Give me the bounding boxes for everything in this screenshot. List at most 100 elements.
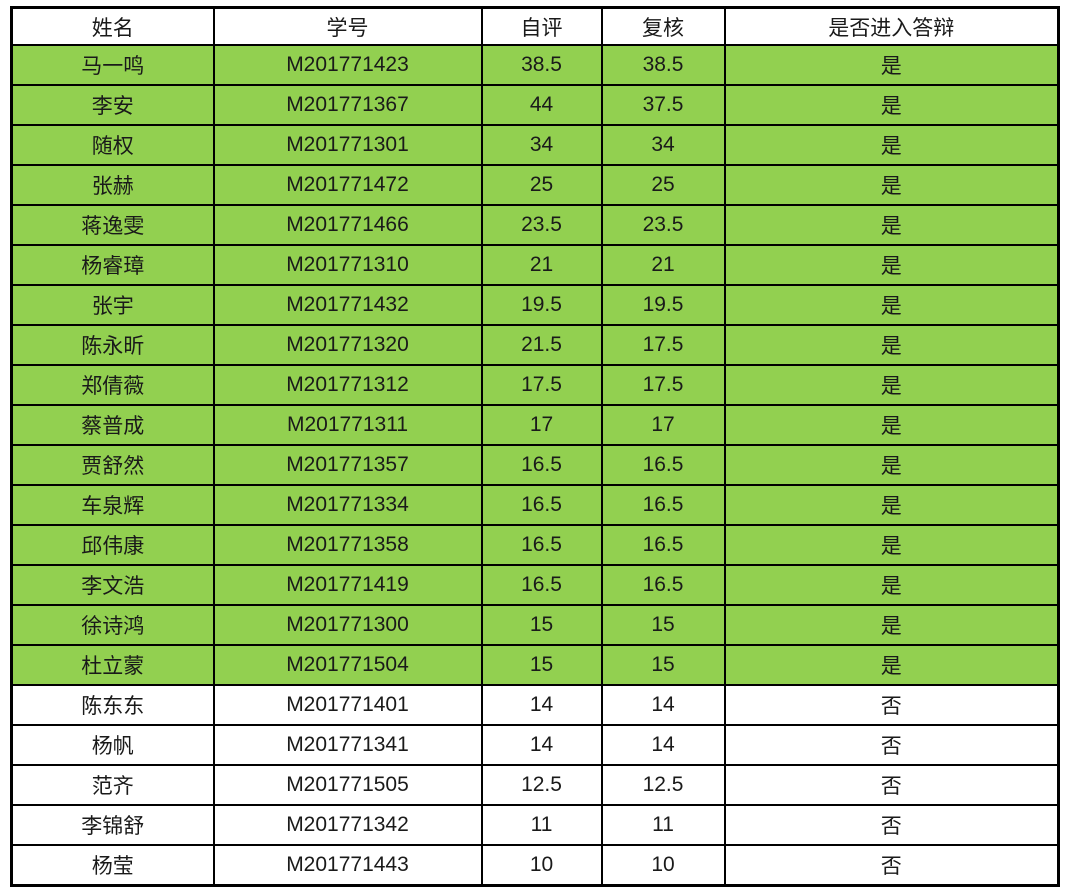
cell-student_id: M201771300 bbox=[212, 604, 483, 646]
cell-review_score: 38.5 bbox=[600, 44, 726, 86]
table-row: 李安 M201771367 44 37.5 是 bbox=[10, 84, 1060, 126]
cell-review_score: 16.5 bbox=[600, 564, 726, 606]
cell-student_id: M201771341 bbox=[212, 724, 483, 766]
cell-name: 范齐 bbox=[10, 764, 215, 806]
cell-self_score: 21 bbox=[480, 244, 603, 286]
cell-student_id: M201771505 bbox=[212, 764, 483, 806]
cell-self_score: 16.5 bbox=[480, 564, 603, 606]
cell-defense: 是 bbox=[723, 44, 1060, 86]
cell-defense: 否 bbox=[723, 804, 1060, 846]
table-row: 张赫 M201771472 25 25 是 bbox=[10, 164, 1060, 206]
cell-defense: 否 bbox=[723, 724, 1060, 766]
cell-student_id: M201771504 bbox=[212, 644, 483, 686]
cell-review_score: 15 bbox=[600, 604, 726, 646]
table-row: 车泉辉 M201771334 16.5 16.5 是 bbox=[10, 484, 1060, 526]
table-row: 陈永昕 M201771320 21.5 17.5 是 bbox=[10, 324, 1060, 366]
cell-defense: 是 bbox=[723, 204, 1060, 246]
score-table: 姓名 学号 自评 复核 是否进入答辩 马一鸣 M201771423 38.5 38.5 是李安 M… bbox=[10, 6, 1060, 887]
cell-student_id: M201771466 bbox=[212, 204, 483, 246]
cell-self_score: 14 bbox=[480, 684, 603, 726]
cell-name: 马一鸣 bbox=[10, 44, 215, 86]
table-row: 杨莹 M201771443 10 10 否 bbox=[10, 844, 1060, 887]
cell-self_score: 12.5 bbox=[480, 764, 603, 806]
cell-defense: 是 bbox=[723, 604, 1060, 646]
cell-defense: 是 bbox=[723, 364, 1060, 406]
cell-review_score: 37.5 bbox=[600, 84, 726, 126]
cell-student_id: M201771311 bbox=[212, 404, 483, 446]
cell-name: 李锦舒 bbox=[10, 804, 215, 846]
column-header-review_score: 复核 bbox=[600, 6, 726, 46]
column-header-student_id: 学号 bbox=[212, 6, 483, 46]
cell-self_score: 17 bbox=[480, 404, 603, 446]
table-row: 杨睿璋 M201771310 21 21 是 bbox=[10, 244, 1060, 286]
cell-student_id: M201771419 bbox=[212, 564, 483, 606]
cell-review_score: 12.5 bbox=[600, 764, 726, 806]
table-row: 郑倩薇 M201771312 17.5 17.5 是 bbox=[10, 364, 1060, 406]
cell-name: 杜立蒙 bbox=[10, 644, 215, 686]
cell-student_id: M201771320 bbox=[212, 324, 483, 366]
cell-student_id: M201771310 bbox=[212, 244, 483, 286]
cell-review_score: 14 bbox=[600, 724, 726, 766]
cell-name: 李安 bbox=[10, 84, 215, 126]
cell-student_id: M201771334 bbox=[212, 484, 483, 526]
cell-review_score: 11 bbox=[600, 804, 726, 846]
cell-defense: 是 bbox=[723, 164, 1060, 206]
table-row: 随权 M201771301 34 34 是 bbox=[10, 124, 1060, 166]
cell-name: 张宇 bbox=[10, 284, 215, 326]
cell-self_score: 15 bbox=[480, 644, 603, 686]
cell-review_score: 14 bbox=[600, 684, 726, 726]
cell-defense: 是 bbox=[723, 284, 1060, 326]
cell-student_id: M201771423 bbox=[212, 44, 483, 86]
cell-student_id: M201771301 bbox=[212, 124, 483, 166]
cell-self_score: 16.5 bbox=[480, 524, 603, 566]
cell-defense: 否 bbox=[723, 844, 1060, 887]
cell-self_score: 17.5 bbox=[480, 364, 603, 406]
column-header-name: 姓名 bbox=[10, 6, 215, 46]
cell-self_score: 25 bbox=[480, 164, 603, 206]
cell-name: 杨睿璋 bbox=[10, 244, 215, 286]
cell-defense: 是 bbox=[723, 404, 1060, 446]
cell-review_score: 17.5 bbox=[600, 324, 726, 366]
table-header: 姓名 学号 自评 复核 是否进入答辩 bbox=[10, 6, 1060, 46]
cell-self_score: 21.5 bbox=[480, 324, 603, 366]
cell-self_score: 38.5 bbox=[480, 44, 603, 86]
cell-defense: 是 bbox=[723, 644, 1060, 686]
cell-name: 蔡普成 bbox=[10, 404, 215, 446]
cell-student_id: M201771367 bbox=[212, 84, 483, 126]
cell-name: 蒋逸雯 bbox=[10, 204, 215, 246]
cell-self_score: 19.5 bbox=[480, 284, 603, 326]
table-row: 张宇 M201771432 19.5 19.5 是 bbox=[10, 284, 1060, 326]
cell-name: 邱伟康 bbox=[10, 524, 215, 566]
cell-defense: 否 bbox=[723, 684, 1060, 726]
table-row: 陈东东 M201771401 14 14 否 bbox=[10, 684, 1060, 726]
header-row: 姓名 学号 自评 复核 是否进入答辩 bbox=[10, 6, 1060, 46]
cell-review_score: 15 bbox=[600, 644, 726, 686]
table-row: 邱伟康 M201771358 16.5 16.5 是 bbox=[10, 524, 1060, 566]
cell-review_score: 34 bbox=[600, 124, 726, 166]
cell-name: 随权 bbox=[10, 124, 215, 166]
cell-student_id: M201771358 bbox=[212, 524, 483, 566]
cell-self_score: 11 bbox=[480, 804, 603, 846]
cell-self_score: 10 bbox=[480, 844, 603, 887]
column-header-self_score: 自评 bbox=[480, 6, 603, 46]
cell-name: 张赫 bbox=[10, 164, 215, 206]
cell-student_id: M201771357 bbox=[212, 444, 483, 486]
cell-student_id: M201771443 bbox=[212, 844, 483, 887]
table-body: 马一鸣 M201771423 38.5 38.5 是李安 M201771367 44 37.5… bbox=[10, 44, 1060, 887]
cell-name: 郑倩薇 bbox=[10, 364, 215, 406]
cell-review_score: 10 bbox=[600, 844, 726, 887]
table-row: 贾舒然 M201771357 16.5 16.5 是 bbox=[10, 444, 1060, 486]
cell-student_id: M201771312 bbox=[212, 364, 483, 406]
cell-defense: 是 bbox=[723, 444, 1060, 486]
cell-defense: 是 bbox=[723, 84, 1060, 126]
table-row: 杜立蒙 M201771504 15 15 是 bbox=[10, 644, 1060, 686]
cell-defense: 是 bbox=[723, 244, 1060, 286]
cell-review_score: 17 bbox=[600, 404, 726, 446]
cell-defense: 是 bbox=[723, 124, 1060, 166]
cell-self_score: 15 bbox=[480, 604, 603, 646]
cell-defense: 是 bbox=[723, 324, 1060, 366]
cell-name: 杨帆 bbox=[10, 724, 215, 766]
cell-review_score: 16.5 bbox=[600, 444, 726, 486]
cell-student_id: M201771432 bbox=[212, 284, 483, 326]
cell-review_score: 25 bbox=[600, 164, 726, 206]
